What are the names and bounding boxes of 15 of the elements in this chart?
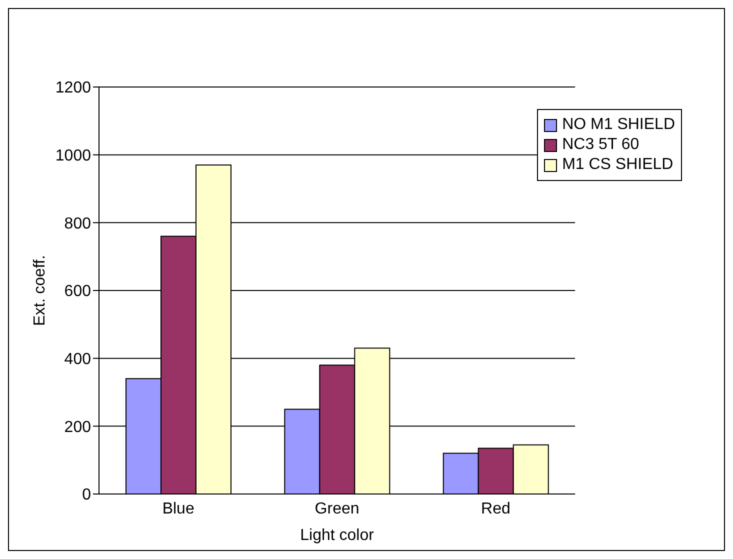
y-axis-title: Ext. coeff. [32, 255, 49, 326]
legend-label: NC3 5T 60 [562, 136, 640, 154]
legend-label: M1 CS SHIELD [562, 156, 674, 174]
y-tick-label: 1200 [55, 80, 92, 97]
legend-label: NO M1 SHIELD [562, 116, 675, 134]
y-tick-label: 600 [64, 283, 92, 300]
y-tick-label: 400 [64, 351, 92, 368]
x-tick-label: Red [481, 500, 510, 518]
x-tick-label: Blue [162, 500, 194, 518]
y-tick-label: 0 [82, 486, 92, 504]
y-tick-label: 200 [64, 418, 92, 436]
x-axis-title: Light color [300, 527, 375, 544]
y-tick-label: 800 [64, 215, 92, 232]
y-tick-label: 1000 [55, 148, 92, 165]
x-tick-label: Green [314, 500, 360, 518]
